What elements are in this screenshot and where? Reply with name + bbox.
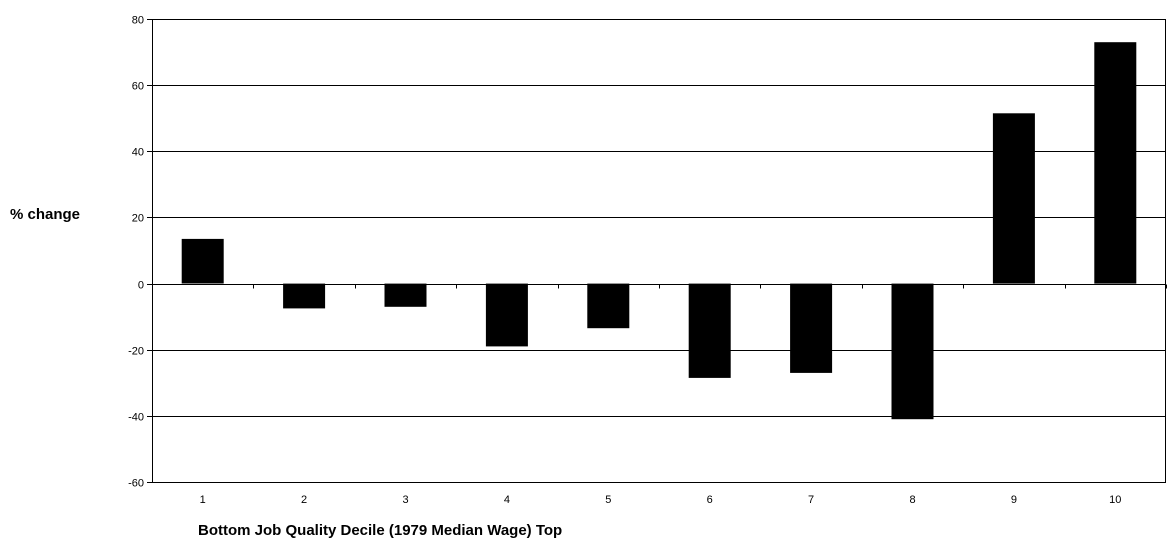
x-axis-label: Bottom Job Quality Decile (1979 Median W… (198, 522, 562, 539)
bar (283, 283, 326, 309)
x-tick-label: 10 (1109, 494, 1121, 506)
y-axis-label: % change (10, 206, 80, 223)
bar (790, 283, 833, 373)
x-tick-label: 2 (301, 494, 307, 506)
bar (891, 283, 934, 420)
x-tick-label: 8 (909, 494, 915, 506)
y-tick-label: 40 (132, 147, 144, 159)
x-tick-label: 4 (504, 494, 510, 506)
x-tick-label: 6 (707, 494, 713, 506)
plot-area (152, 19, 1166, 482)
y-tick-label: -20 (128, 346, 144, 358)
x-axis: 1 2 3 4 5 6 7 8 9 10 (152, 284, 1167, 506)
y-axis: 80 60 40 20 0 -20 -40 -60 (128, 15, 152, 490)
x-tick-label: 1 (200, 494, 206, 506)
x-tick-label: 5 (605, 494, 611, 506)
y-tick-label: 0 (138, 280, 144, 292)
bar (992, 113, 1035, 284)
bar (485, 283, 528, 347)
bar (181, 238, 224, 284)
y-tick-label: 20 (132, 213, 144, 225)
bar (587, 283, 630, 329)
y-tick-label: 60 (132, 81, 144, 93)
y-tick-label: -60 (128, 478, 144, 490)
bars (181, 42, 1137, 420)
bar (688, 283, 731, 378)
y-tick-label: 80 (132, 15, 144, 27)
x-tick-label: 3 (402, 494, 408, 506)
x-tick-label: 7 (808, 494, 814, 506)
y-tick-label: -40 (128, 412, 144, 424)
bar (384, 283, 427, 307)
bar (1094, 42, 1137, 284)
x-tick-label: 9 (1011, 494, 1017, 506)
